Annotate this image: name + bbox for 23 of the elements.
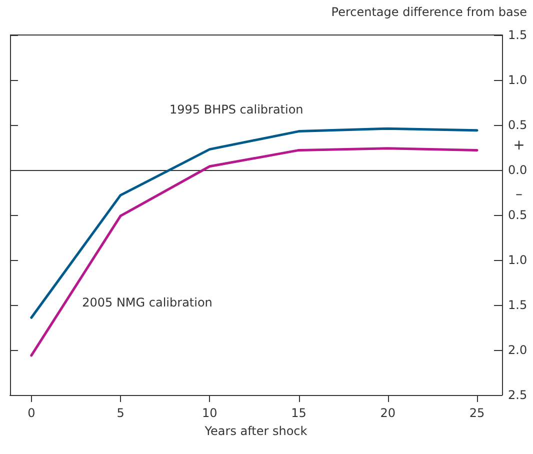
- y-tick-label: 0.0: [508, 163, 528, 177]
- x-axis-title: Years after shock: [204, 424, 308, 438]
- text: –: [516, 186, 522, 202]
- y-tick-label: 2.0: [508, 343, 528, 357]
- line-series: [30, 127, 478, 319]
- x-tick-label: 15: [291, 406, 306, 420]
- y-tick-label: 0.5: [508, 118, 528, 132]
- x-tick-label: 5: [116, 406, 124, 420]
- y-axis-title: Percentage difference from base: [331, 5, 528, 19]
- x-tick-label: 20: [380, 406, 396, 420]
- y-tick-label: 2.5: [508, 388, 528, 402]
- y-tick-label: 1.5: [508, 28, 528, 42]
- series-label: 2005 NMG calibration: [82, 295, 212, 310]
- y-tick-label: 1.5: [508, 298, 528, 312]
- series-label: 1995 BHPS calibration: [169, 102, 304, 117]
- line-series: [30, 147, 478, 357]
- x-tick-label: 10: [202, 406, 218, 420]
- y-tick-label: 1.0: [508, 73, 528, 87]
- x-tick-label: 0: [28, 406, 36, 420]
- y-tick-label: 0.5: [508, 208, 528, 222]
- text: +: [513, 138, 525, 154]
- y-tick-label: 1.0: [508, 253, 528, 267]
- x-tick-label: 25: [469, 406, 485, 420]
